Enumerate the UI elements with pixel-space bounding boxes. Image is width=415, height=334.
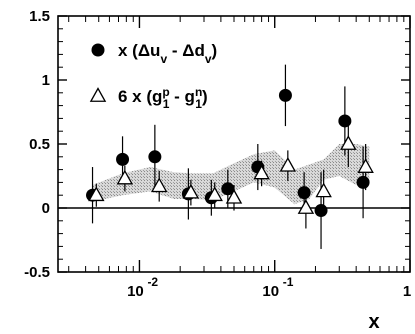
data-point-triangle [206,186,223,202]
x-tick-exponent: -2 [147,275,158,289]
data-point-triangle [116,169,134,185]
x-axis: 10-210-11 [68,16,411,300]
legend-marker-circle [91,43,105,57]
data-point-circle [356,175,370,189]
legend-subscript: v [205,52,212,66]
x-tick-exponent: -1 [283,275,294,289]
data-point-triangle [279,156,297,172]
legend-text-part: - Δd [167,41,205,60]
data-point-triangle [150,177,168,193]
data-point-triangle [297,199,315,214]
x-tick-label: 1 [403,283,411,300]
data-point-circle [278,88,292,102]
data-point-circle [297,186,311,200]
legend-text-part: ) [212,41,218,60]
legend-marker-triangle [89,87,107,102]
plot-frame [57,15,411,273]
data-point-circle [314,204,328,218]
data-point-circle [338,114,352,128]
data-point-triangle [357,158,374,173]
legend-subscript: 1 [163,97,170,111]
series-triangles [88,120,374,229]
legend-superscript: n [195,85,202,99]
y-tick-label: 1 [42,72,50,89]
y-axis: 1.5 1 0.5 0 -0.5 [24,8,410,281]
legend-text-part: ) [202,87,208,106]
legend-superscript: p [162,85,169,99]
y-tick-label: 1.5 [29,8,50,25]
legend-subscript: v [160,52,167,66]
data-point-triangle [315,182,332,198]
legend-subscript: 1 [195,97,202,111]
data-point-circle [221,182,235,196]
data-point-triangle [253,164,270,180]
x-tick-label: 10 [262,283,279,300]
y-tick-label: 0 [42,200,50,217]
y-tick-label: -0.5 [24,264,50,281]
data-point-circle [116,152,130,166]
x-axis-label: x [368,311,379,333]
data-series [86,64,374,249]
plot-border [57,15,411,273]
data-point-circle [148,150,162,164]
data-point-triangle [88,186,105,202]
legend-label-circles: x (Δuv - Δdv) [118,41,217,66]
data-point-triangle [340,135,357,150]
data-point-triangle [225,188,243,204]
legend: x (Δuv - Δdv) 6 x (gp 1 - gn 1) [89,41,217,111]
legend-text-part: - g [169,87,195,106]
data-point-triangle [182,183,200,199]
x-tick-label: 10 [127,283,144,300]
legend-label-triangles: 6 x (gp 1 - gn 1) [118,85,208,111]
y-tick-label: 0.5 [29,136,50,153]
